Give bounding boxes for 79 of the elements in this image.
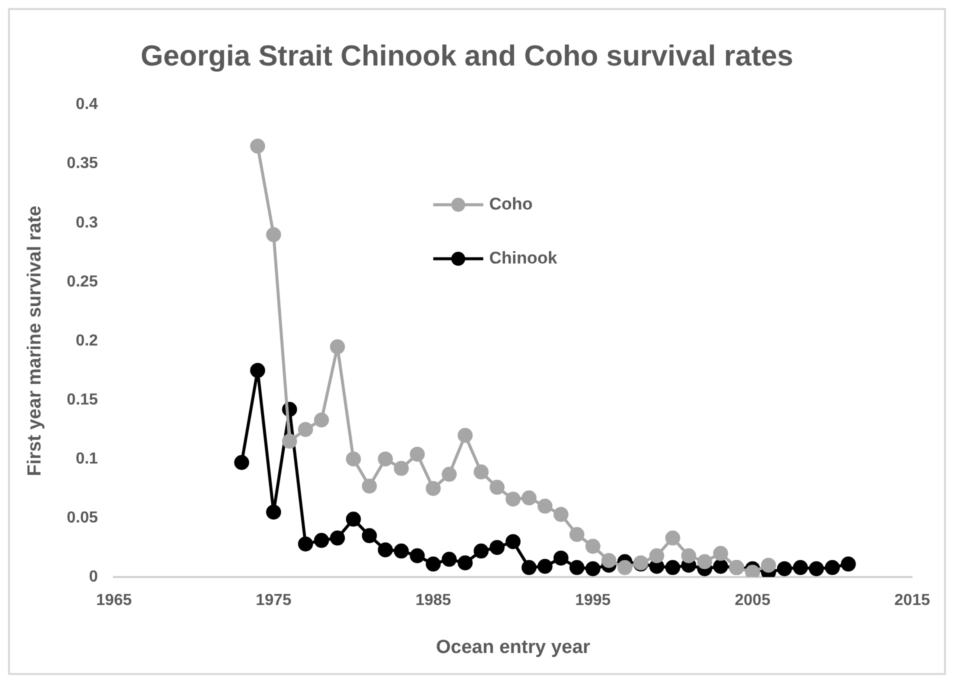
point [234, 454, 250, 470]
point [314, 532, 329, 548]
chart-title: Georgia Strait Chinook and Coho survival rates [140, 40, 794, 72]
point [713, 546, 728, 561]
point [681, 548, 696, 564]
x-tick-label: 1985 [415, 592, 452, 610]
point [553, 550, 568, 566]
point [761, 558, 776, 573]
point [490, 480, 505, 495]
legend-label: Chinook [489, 248, 558, 268]
point [617, 560, 632, 576]
point [538, 558, 553, 574]
y-tick-label: 0.2 [76, 332, 98, 350]
point [282, 434, 298, 449]
point [266, 227, 282, 242]
point [426, 480, 441, 496]
point [808, 561, 824, 576]
point [410, 548, 425, 564]
point [824, 560, 840, 576]
point [569, 560, 584, 576]
point [298, 422, 314, 437]
x-axis-title: Ocean entry year [436, 636, 591, 658]
point [442, 466, 457, 482]
point [522, 490, 537, 506]
point [314, 412, 329, 428]
point [538, 498, 553, 514]
point [506, 534, 521, 550]
y-axis-title: First year marine survival rate [24, 206, 46, 476]
point [298, 536, 314, 552]
y-tick-label: 0 [89, 568, 98, 586]
y-tick-label: 0.15 [66, 391, 98, 408]
legend-label: Coho [489, 194, 533, 214]
point [250, 362, 266, 378]
point [410, 446, 425, 462]
x-tick-label: 1975 [256, 592, 292, 610]
x-tick-label: 2005 [734, 592, 770, 610]
point [776, 561, 792, 576]
point [378, 542, 393, 558]
point [665, 530, 680, 546]
point [394, 544, 409, 559]
y-tick-label: 0.4 [76, 96, 98, 114]
point [426, 556, 441, 572]
y-tick-label: 0.35 [66, 155, 98, 172]
point [458, 428, 473, 443]
point [442, 552, 457, 567]
point [506, 492, 521, 507]
point [266, 504, 282, 520]
point [378, 451, 393, 466]
point [601, 552, 616, 568]
point [840, 556, 856, 572]
point [362, 478, 377, 494]
point [553, 506, 568, 522]
point [362, 528, 377, 544]
point [697, 554, 712, 570]
point [665, 560, 680, 576]
x-tick-label: 1965 [96, 592, 132, 610]
point [585, 561, 600, 576]
y-tick-label: 0.1 [76, 450, 98, 468]
point [522, 560, 537, 576]
point [792, 560, 808, 576]
point [585, 538, 600, 554]
point [490, 540, 505, 555]
point [474, 464, 489, 480]
point [250, 138, 266, 154]
point [330, 339, 345, 354]
point [458, 555, 473, 570]
point [474, 544, 489, 559]
x-tick-label: 1995 [575, 592, 611, 610]
point [330, 530, 345, 546]
y-tick-label: 0.05 [66, 509, 98, 526]
point [346, 512, 361, 527]
y-tick-label: 0.3 [76, 214, 98, 232]
point [649, 548, 664, 564]
point [569, 527, 584, 542]
point [346, 451, 361, 466]
point [713, 558, 728, 574]
y-tick-label: 0.25 [66, 273, 98, 290]
x-tick-label: 2015 [894, 592, 930, 610]
point [394, 460, 409, 476]
